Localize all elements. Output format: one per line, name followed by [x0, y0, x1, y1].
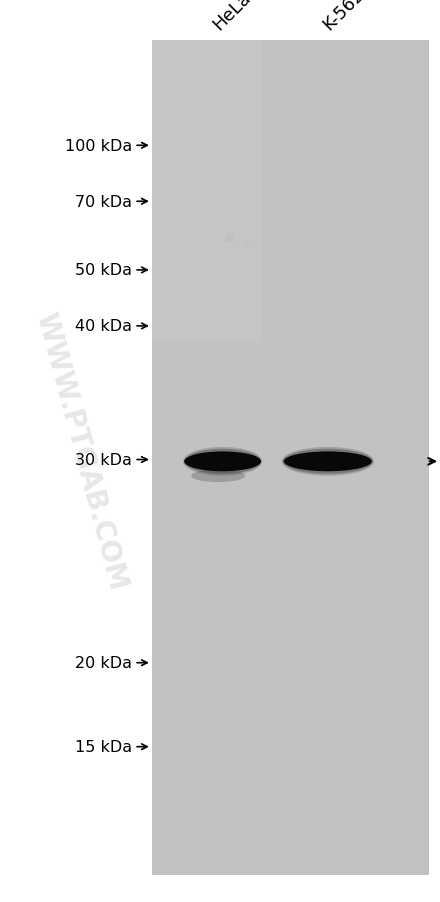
- Ellipse shape: [184, 452, 261, 472]
- FancyBboxPatch shape: [152, 41, 262, 343]
- Ellipse shape: [284, 452, 372, 472]
- Ellipse shape: [191, 470, 245, 483]
- FancyBboxPatch shape: [152, 41, 429, 875]
- Text: 15 kDa: 15 kDa: [75, 740, 132, 754]
- Text: 70 kDa: 70 kDa: [75, 195, 132, 209]
- Ellipse shape: [283, 449, 373, 474]
- Text: K-562: K-562: [319, 0, 368, 34]
- Ellipse shape: [183, 447, 262, 476]
- Text: WWW.PTGAB.COM: WWW.PTGAB.COM: [31, 309, 132, 593]
- Text: HeLa: HeLa: [209, 0, 255, 34]
- Ellipse shape: [184, 449, 261, 474]
- Text: 20 kDa: 20 kDa: [75, 656, 132, 670]
- Text: 100 kDa: 100 kDa: [65, 139, 132, 153]
- Text: 40 kDa: 40 kDa: [75, 319, 132, 334]
- Text: 50 kDa: 50 kDa: [75, 263, 132, 278]
- Text: 30 kDa: 30 kDa: [75, 453, 132, 467]
- Ellipse shape: [282, 447, 374, 476]
